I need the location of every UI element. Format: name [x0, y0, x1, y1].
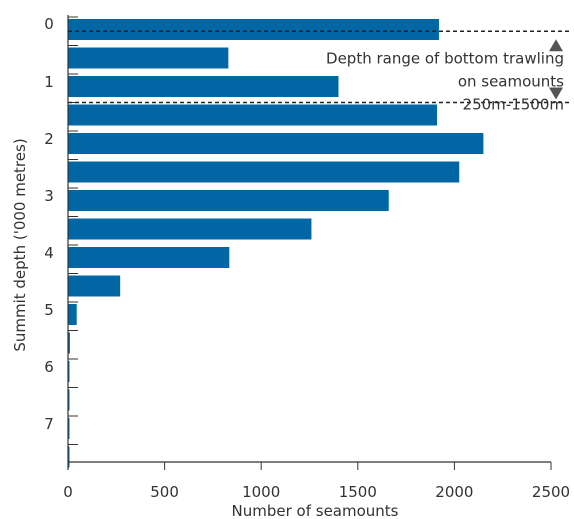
y-tick-label: 2 — [44, 130, 54, 148]
annotation-line-1: Depth range of bottom trawling — [326, 49, 564, 67]
annotation-line-2: on seamounts — [458, 72, 564, 90]
axes-group — [67, 15, 551, 470]
x-tick-label: 0 — [63, 483, 73, 501]
y-axis-title: Summit depth ('000 metres) — [11, 138, 29, 351]
bar-depth-5 — [68, 304, 77, 325]
bars-group — [68, 19, 484, 468]
bar-depth-2 — [68, 133, 484, 154]
bar-depth-0 — [68, 19, 439, 40]
bar-depth-7.5 — [68, 446, 70, 468]
down-triangle-icon — [549, 87, 563, 100]
y-tick-label: 7 — [44, 415, 54, 433]
up-triangle-icon — [549, 39, 563, 52]
annotation-line-3: 250m-1500m — [463, 95, 564, 113]
y-tick-label: 0 — [44, 15, 54, 33]
y-ticks-group: 0 1 2 3 4 5 6 7 — [44, 15, 78, 445]
bar-depth-1 — [68, 76, 339, 97]
bar-depth-7 — [68, 418, 70, 439]
x-tick-label: 2500 — [532, 483, 570, 501]
x-axis-title: Number of seamounts — [232, 502, 399, 519]
y-tick-label: 1 — [44, 73, 54, 91]
y-tick-label: 6 — [44, 358, 54, 376]
y-tick-label: 5 — [44, 301, 54, 319]
bar-depth-4 — [68, 247, 230, 268]
bar-depth-0.5 — [68, 47, 229, 69]
bar-depth-6.5 — [68, 389, 70, 411]
x-tick-label: 1500 — [339, 483, 377, 501]
bar-depth-3 — [68, 190, 389, 211]
x-tick-label: 500 — [150, 483, 179, 501]
y-tick-label: 4 — [44, 244, 54, 262]
bar-depth-1.5 — [68, 104, 438, 126]
x-tick-label: 2000 — [435, 483, 473, 501]
bar-depth-3.5 — [68, 218, 312, 240]
y-tick-label: 3 — [44, 187, 54, 205]
bar-depth-6 — [68, 361, 70, 382]
bar-depth-2.5 — [68, 161, 460, 183]
bar-depth-4.5 — [68, 275, 121, 297]
bar-depth-5.5 — [68, 332, 70, 354]
x-ticks-group: 0 500 1000 1500 2000 2500 — [63, 462, 570, 501]
x-tick-label: 1000 — [242, 483, 280, 501]
trawling-annotation: Depth range of bottom trawling on seamou… — [68, 30, 572, 113]
